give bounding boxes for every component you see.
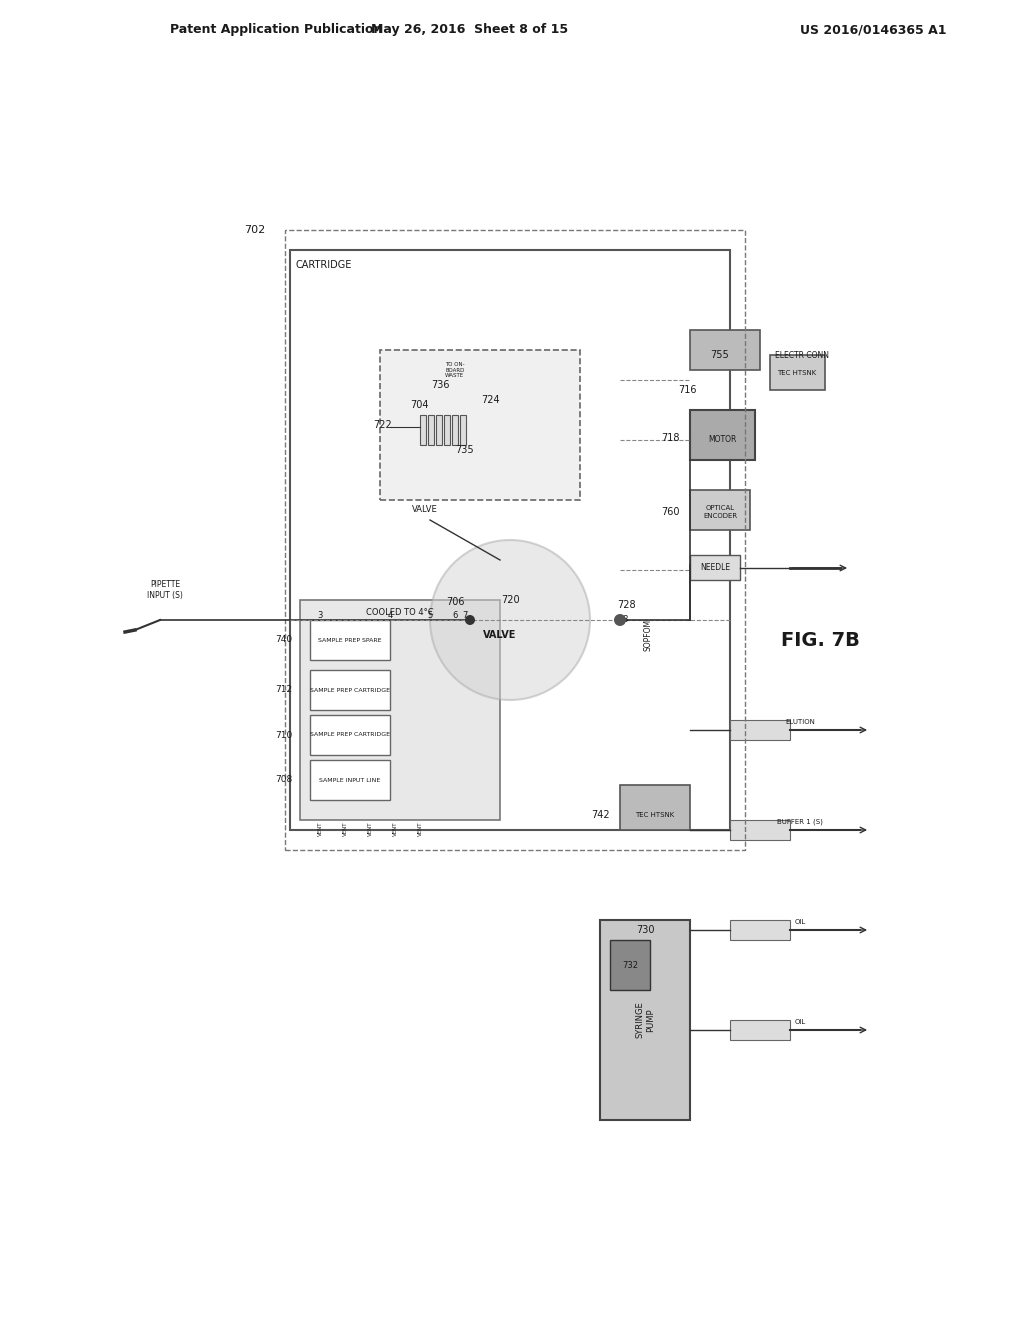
Text: 728: 728 xyxy=(617,601,636,610)
Bar xyxy=(290,249,730,830)
Text: 8: 8 xyxy=(622,615,628,624)
Bar xyxy=(620,785,690,830)
Bar xyxy=(730,719,790,741)
Text: 724: 724 xyxy=(480,395,500,405)
Bar xyxy=(730,1020,790,1040)
Text: US 2016/0146365 A1: US 2016/0146365 A1 xyxy=(800,24,946,37)
Text: 718: 718 xyxy=(662,433,680,444)
Text: ELECTR CONN: ELECTR CONN xyxy=(775,351,829,359)
Text: SYRINGE
PUMP: SYRINGE PUMP xyxy=(635,1002,654,1039)
Text: 3: 3 xyxy=(317,610,323,619)
Text: 716: 716 xyxy=(679,385,697,395)
Text: ELUTION: ELUTION xyxy=(785,719,815,725)
Bar xyxy=(690,411,755,459)
Text: OPTICAL
ENCODER: OPTICAL ENCODER xyxy=(702,506,737,519)
Text: FIG. 7B: FIG. 7B xyxy=(780,631,859,649)
Bar xyxy=(730,820,790,840)
Text: VALVE: VALVE xyxy=(412,506,438,515)
Circle shape xyxy=(614,614,626,626)
Text: 704: 704 xyxy=(410,400,428,411)
Circle shape xyxy=(430,540,590,700)
Bar xyxy=(310,760,390,800)
Text: 6: 6 xyxy=(453,610,458,619)
Text: SAMPLE INPUT LINE: SAMPLE INPUT LINE xyxy=(319,777,381,783)
Text: SAMPLE PREP CARTRIDGE: SAMPLE PREP CARTRIDGE xyxy=(310,688,390,693)
Bar xyxy=(730,920,790,940)
Text: 736: 736 xyxy=(431,380,450,389)
Bar xyxy=(310,715,390,755)
Text: VENT: VENT xyxy=(368,822,373,837)
Bar xyxy=(436,414,442,445)
Text: 722: 722 xyxy=(374,420,392,430)
Text: SOPFOM: SOPFOM xyxy=(643,619,652,651)
Text: Patent Application Publication: Patent Application Publication xyxy=(170,24,382,37)
Text: 710: 710 xyxy=(274,730,292,739)
Text: 712: 712 xyxy=(274,685,292,694)
Bar xyxy=(285,230,745,850)
Text: 720: 720 xyxy=(501,595,519,605)
Text: BUFFER 1 (S): BUFFER 1 (S) xyxy=(777,818,823,825)
Text: 740: 740 xyxy=(274,635,292,644)
Text: MOTOR: MOTOR xyxy=(708,436,736,445)
Text: VENT: VENT xyxy=(418,822,423,837)
Text: 735: 735 xyxy=(456,445,474,455)
Text: NEEDLE: NEEDLE xyxy=(700,564,730,573)
Bar xyxy=(452,414,458,445)
Text: OIL: OIL xyxy=(795,1019,806,1026)
Text: 760: 760 xyxy=(662,507,680,517)
Text: TEC HTSNK: TEC HTSNK xyxy=(635,812,675,818)
Bar xyxy=(310,671,390,710)
Bar xyxy=(690,554,740,579)
Text: VENT: VENT xyxy=(342,822,347,837)
Bar xyxy=(600,920,690,1119)
Bar xyxy=(460,414,466,445)
Text: SAMPLE PREP SPARE: SAMPLE PREP SPARE xyxy=(318,638,382,643)
Bar xyxy=(770,355,825,389)
Text: 732: 732 xyxy=(622,961,638,969)
Bar xyxy=(428,414,434,445)
Bar xyxy=(444,414,450,445)
Text: 755: 755 xyxy=(711,350,729,360)
Text: OIL: OIL xyxy=(795,919,806,925)
Text: May 26, 2016  Sheet 8 of 15: May 26, 2016 Sheet 8 of 15 xyxy=(372,24,568,37)
Bar xyxy=(380,350,580,500)
Text: VENT: VENT xyxy=(317,822,323,837)
Text: TEC HTSNK: TEC HTSNK xyxy=(777,370,816,376)
Text: COOLED TO 4°C: COOLED TO 4°C xyxy=(367,609,434,616)
Text: 4: 4 xyxy=(387,610,392,619)
Text: 730: 730 xyxy=(636,925,654,935)
Text: 706: 706 xyxy=(445,597,464,607)
Text: SAMPLE PREP CARTRIDGE: SAMPLE PREP CARTRIDGE xyxy=(310,733,390,738)
Circle shape xyxy=(465,615,475,624)
Text: 742: 742 xyxy=(592,810,610,820)
Text: VENT: VENT xyxy=(392,822,397,837)
Bar xyxy=(310,620,390,660)
Text: 5: 5 xyxy=(427,610,432,619)
Bar xyxy=(610,940,650,990)
Bar xyxy=(420,414,426,445)
Text: PIPETTE
INPUT (S): PIPETTE INPUT (S) xyxy=(147,581,183,599)
Text: CARTRIDGE: CARTRIDGE xyxy=(295,260,351,271)
Text: 708: 708 xyxy=(274,776,292,784)
Bar xyxy=(300,601,500,820)
Text: 702: 702 xyxy=(245,224,265,235)
Text: VALVE: VALVE xyxy=(483,630,517,640)
Bar xyxy=(690,490,750,531)
Text: TO ON-
BOARD
WASTE: TO ON- BOARD WASTE xyxy=(445,362,465,379)
Text: 7: 7 xyxy=(462,610,468,619)
Bar xyxy=(690,330,760,370)
